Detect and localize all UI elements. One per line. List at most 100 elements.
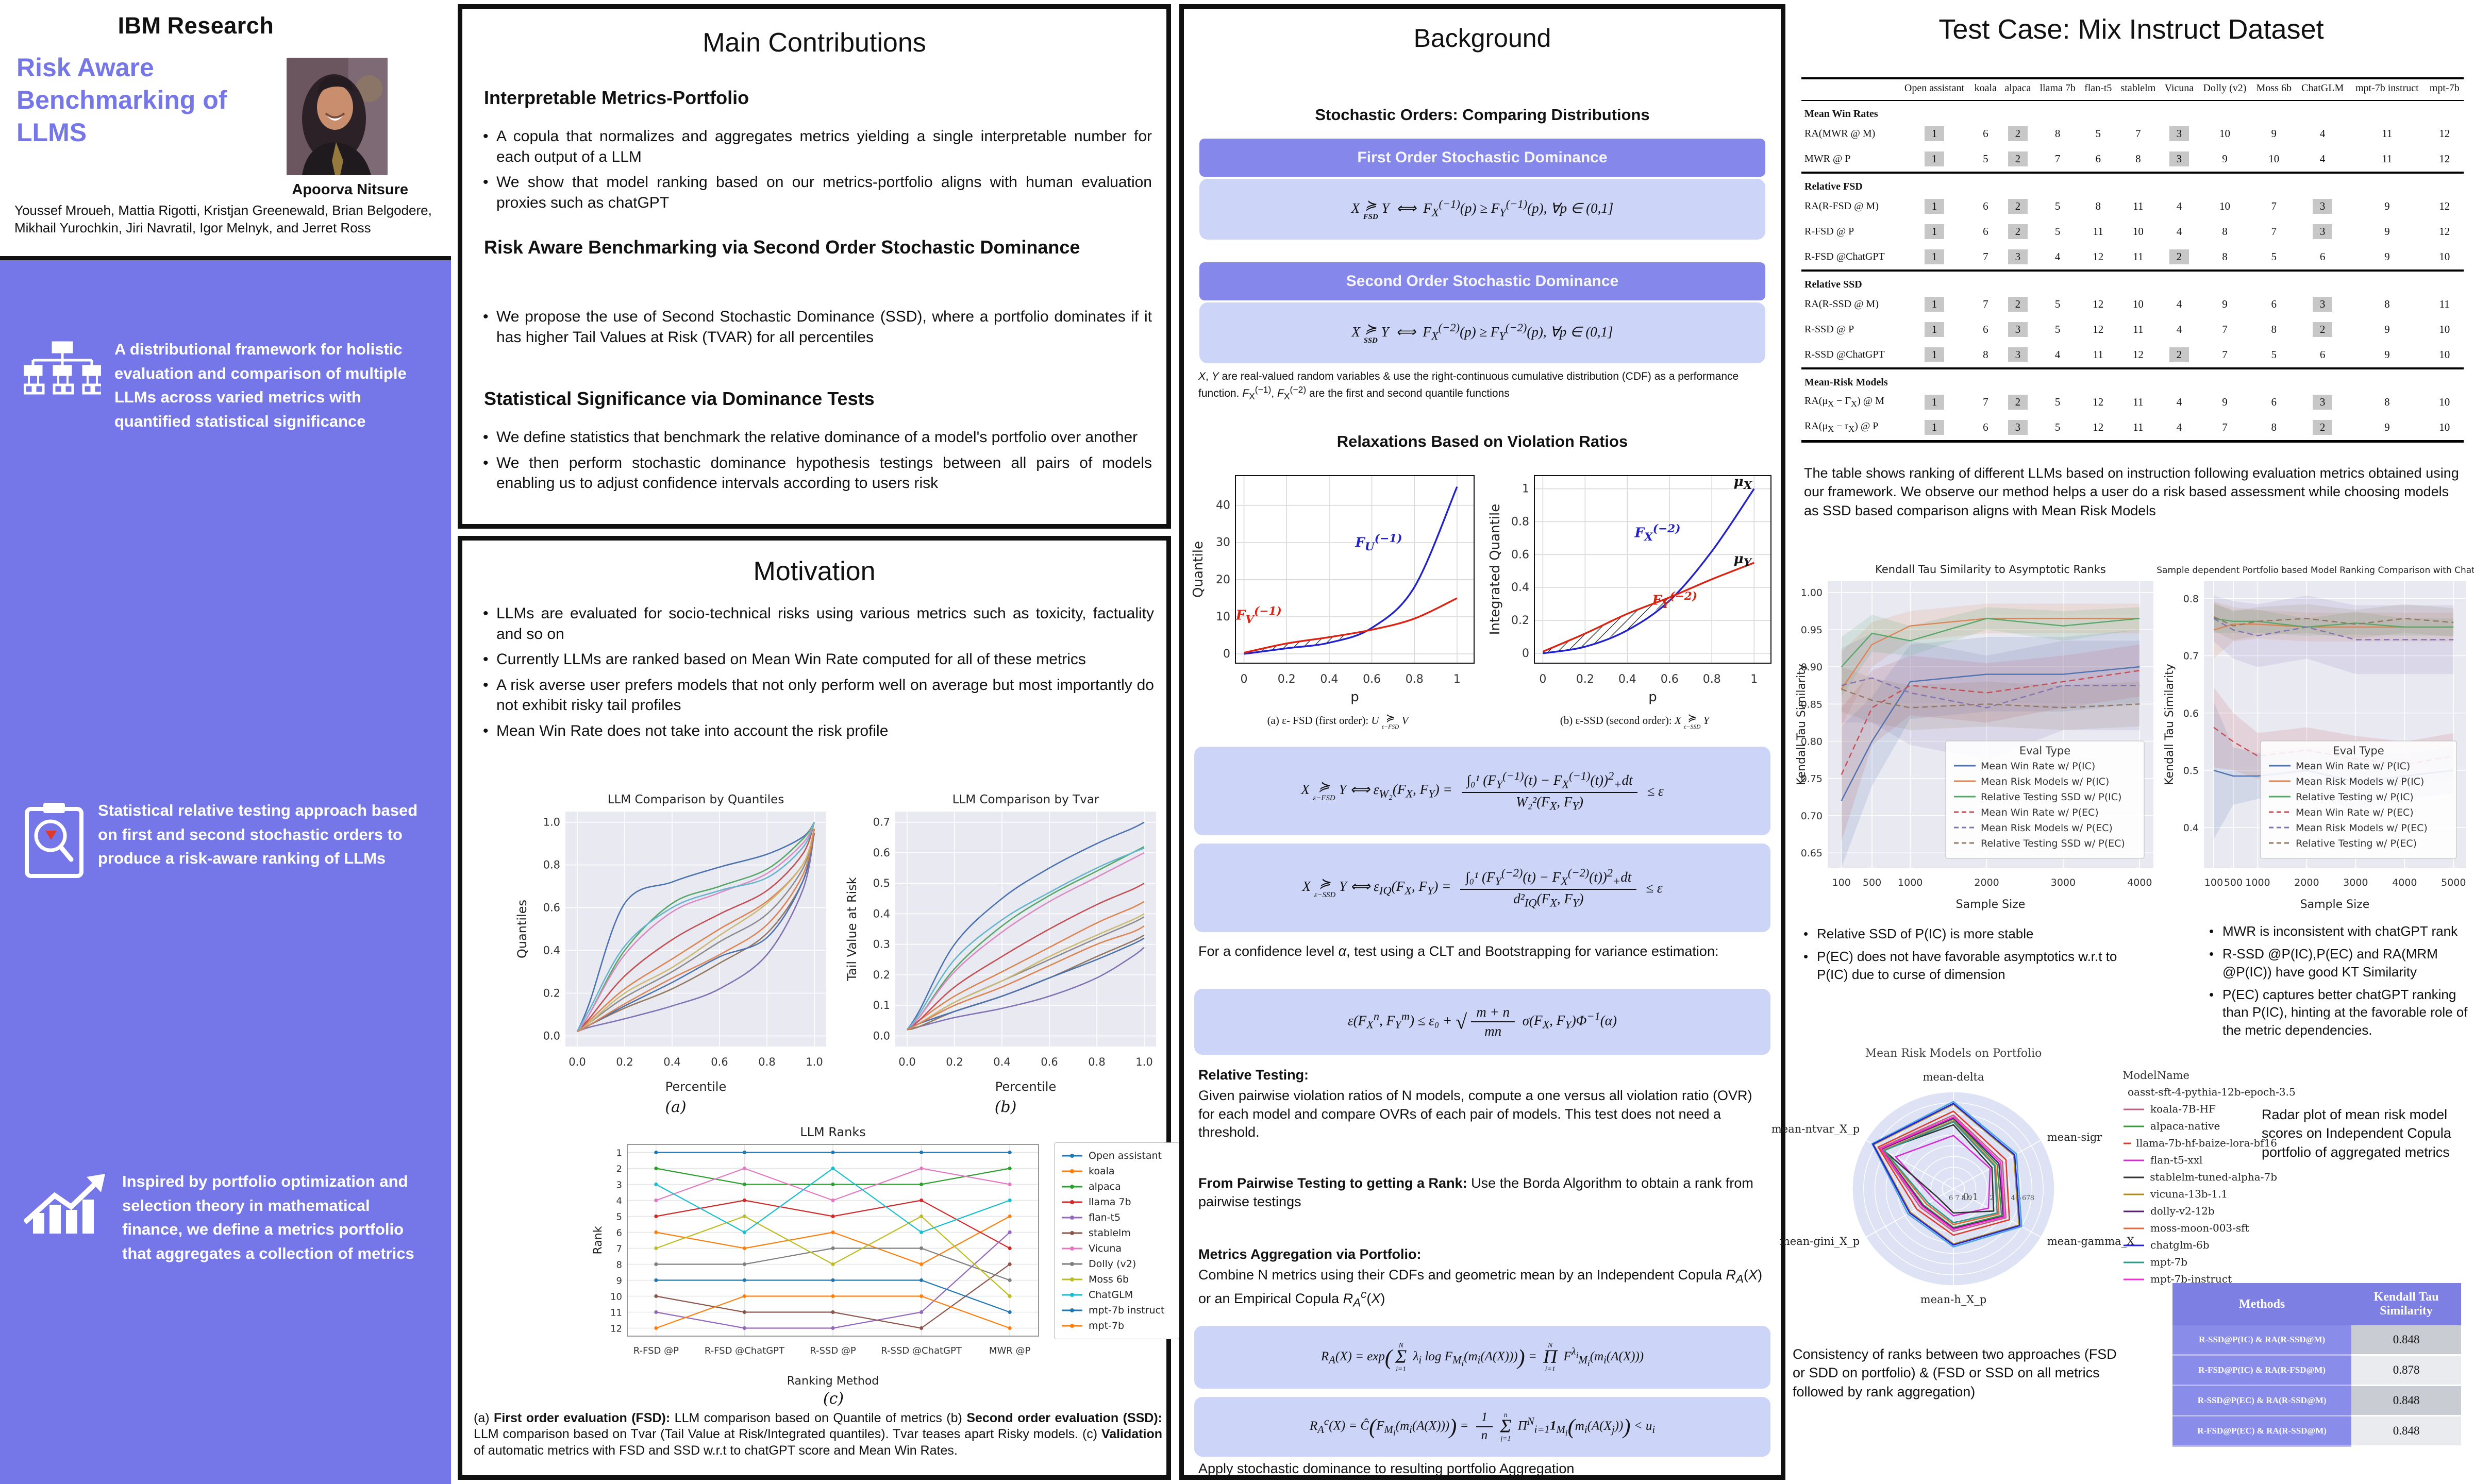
bullet-dot: • xyxy=(2209,946,2214,962)
rank-cell: 8 xyxy=(2271,421,2277,433)
rank-cell: 1 xyxy=(1898,415,1971,442)
poster-header: IBM Research Risk Aware Benchmarking of L… xyxy=(0,0,451,256)
svg-text:5: 5 xyxy=(616,1212,622,1223)
ibm-wordmark: IBM xyxy=(118,12,161,39)
svg-text:Relative Testing w/ P(IC): Relative Testing w/ P(IC) xyxy=(2296,791,2414,803)
svg-text:Sample dependent Portfolio bas: Sample dependent Portfolio based Model R… xyxy=(2157,565,2474,576)
svg-text:0.8: 0.8 xyxy=(2183,593,2199,604)
row-label: RA(μX − rX) @ P xyxy=(1804,420,1879,434)
row-label: MWR @ P xyxy=(1804,153,1851,164)
subsection-heading: Interpretable Metrics-Portfolio xyxy=(484,87,749,108)
svg-text:0.4: 0.4 xyxy=(663,1056,680,1068)
curve-label: FV(−1) xyxy=(1235,604,1282,626)
rank-cell: 10 xyxy=(2439,348,2450,361)
rank-cell: 3 xyxy=(2000,342,2035,368)
svg-text:4: 4 xyxy=(2011,1194,2015,1202)
column-header: mpt-7b xyxy=(2425,78,2464,101)
rank-cell: 10 xyxy=(2219,127,2230,140)
formula-lhs: X ≽ ε−FSD Y ⟺ εW₂(FX, FY) = xyxy=(1301,779,1452,803)
rank-cell: 9 xyxy=(2384,323,2390,335)
svg-text:3000: 3000 xyxy=(2343,877,2368,888)
authors-list: Youssef Mroueh, Mattia Rigotti, Kristjan… xyxy=(14,203,432,235)
rank-cell: 1 xyxy=(1898,194,1971,219)
formula-text: X ≽ SSD Y ⟺ FX(−2)(p) ≥ FY(−2)(p), ∀p ∈ (… xyxy=(1351,321,1613,345)
bullet-dot: • xyxy=(483,174,489,191)
rank-cell: 10 xyxy=(2439,421,2450,433)
section-title: Motivation xyxy=(753,556,876,586)
kt-header: Kendall Tau Similarity xyxy=(2351,1283,2461,1325)
svg-text:0.80: 0.80 xyxy=(1801,736,1823,747)
rank-cell: 2 xyxy=(2000,146,2035,173)
kt-value: 0.848 xyxy=(2351,1415,2461,1447)
svg-text:1: 1 xyxy=(1750,673,1758,686)
svg-text:Kendall Tau Similarity: Kendall Tau Similarity xyxy=(1795,664,1808,785)
svg-text:0.0: 0.0 xyxy=(873,1030,890,1042)
svg-text:0.0: 0.0 xyxy=(543,1030,560,1042)
highlight-text: A distributional framework for holistic … xyxy=(114,340,407,430)
svg-text:Mean Risk Models w/ P(EC): Mean Risk Models w/ P(EC) xyxy=(1981,822,2113,834)
legend-item: dolly-v2-12b xyxy=(2124,1205,2215,1217)
column-header: Open assistant xyxy=(1898,78,1971,101)
rank-cell: 8 xyxy=(2095,200,2101,212)
svg-text:500: 500 xyxy=(1863,877,1881,888)
table-row: R-SSD @ChatGPT 1 8 3 4 11 12 2 7 5 6 9 10 xyxy=(1801,342,2464,368)
bullet-item: • LLMs are evaluated for socio-technical … xyxy=(481,603,1154,644)
bullet-dot: • xyxy=(483,429,489,446)
metrics-aggregation-heading: Metrics Aggregation via Portfolio: xyxy=(1198,1246,1422,1262)
rank-cell: 3 xyxy=(2296,219,2349,244)
svg-text:0.1: 0.1 xyxy=(873,999,890,1011)
subfig-label-a: (a) xyxy=(665,1098,687,1116)
svg-text:LLM Comparison by Tvar: LLM Comparison by Tvar xyxy=(952,793,1099,806)
svg-text:0.4: 0.4 xyxy=(2183,822,2199,834)
ranking-table-el: Open assistant koala alpaca llama 7b flan-t5… xyxy=(1801,77,2464,443)
fraction-denominator: W₂²(FX, FY) xyxy=(1516,794,1583,813)
svg-text:500: 500 xyxy=(2224,877,2243,888)
section-title: Test Case: Mix Instruct Dataset xyxy=(1938,14,2324,45)
svg-text:2000: 2000 xyxy=(2294,877,2319,888)
poster-title: Risk Aware Benchmarking of LLMS xyxy=(16,53,227,147)
table-row: R-FSD @ P 1 6 2 5 11 10 4 8 7 3 9 12 xyxy=(1801,219,2464,244)
bullet-dot: • xyxy=(483,454,489,471)
svg-text:0.85: 0.85 xyxy=(1801,699,1823,710)
legend-item: koala-7B-HF xyxy=(2124,1103,2216,1115)
rank-cell: 1 xyxy=(1898,390,1971,415)
curve-label: FU(−1) xyxy=(1355,532,1402,553)
rank-cell: 7 xyxy=(2222,421,2228,433)
rank-cell: 9 xyxy=(2271,127,2277,140)
ssd-formula: X ≽ SSD Y ⟺ FX(−2)(p) ≥ FY(−2)(p), ∀p ∈ (… xyxy=(1199,302,1765,363)
svg-text:1: 1 xyxy=(1522,483,1529,496)
rank-cell: 12 xyxy=(2439,225,2450,238)
svg-text:0.6: 0.6 xyxy=(1661,673,1679,686)
table-row: R-SSD @ P 1 6 3 5 12 11 4 7 8 2 9 10 xyxy=(1801,317,2464,342)
svg-text:1.0: 1.0 xyxy=(543,816,560,829)
svg-text:6: 6 xyxy=(616,1228,622,1239)
svg-text:Relative Testing w/ P(EC): Relative Testing w/ P(EC) xyxy=(2296,838,2417,849)
svg-text:0.70: 0.70 xyxy=(1801,811,1823,822)
legend-item: flan-t5-xxl xyxy=(2124,1154,2203,1166)
svg-text:0.4: 0.4 xyxy=(1320,673,1338,686)
rank-cell: 11 xyxy=(2382,153,2393,165)
rank-cell: 12 xyxy=(2093,421,2104,433)
stochastic-orders-heading: Stochastic Orders: Comparing Distributio… xyxy=(1315,106,1650,124)
table-row: MWR @ P 1 5 2 7 6 8 3 9 10 4 11 12 xyxy=(1801,146,2464,173)
table-section-row: Mean-Risk Models xyxy=(1801,367,2464,390)
rank-cell: 12 xyxy=(2439,127,2450,140)
rank-cell: 5 xyxy=(2271,250,2277,263)
fig-b-caption: (b) ε-SSD (second order): X ≽ ε−SSD Y xyxy=(1560,712,1710,730)
bullet-item: • We define statistics that benchmark the… xyxy=(481,427,1152,448)
formula-text: X ≽ FSD Y ⟺ FX(−1)(p) ≥ FY(−1)(p), ∀p ∈ (… xyxy=(1351,197,1614,222)
testcase-panel: Test Case: Mix Instruct Dataset Open ass… xyxy=(1771,0,2474,1484)
rank-cell: 2 xyxy=(2296,317,2349,342)
svg-text:1000: 1000 xyxy=(2245,877,2270,888)
highlight-text: Inspired by portfolio optimization and s… xyxy=(122,1172,414,1262)
rank-cell: 10 xyxy=(2268,153,2280,165)
rank-cell: 11 xyxy=(2133,421,2144,433)
column-header: Moss 6b xyxy=(2251,78,2297,101)
kt-value: 0.848 xyxy=(2351,1325,2461,1356)
svg-text:0: 0 xyxy=(1522,647,1529,660)
legend-item: stablelm xyxy=(1061,1225,1173,1241)
svg-text:1.0: 1.0 xyxy=(1135,1056,1152,1068)
chart-violation-ssd: 0 0.2 0.4 0.6 0.8 1 0 0.2 0.4 0.6 0.8 1 p Integrated … xyxy=(1487,464,1780,706)
